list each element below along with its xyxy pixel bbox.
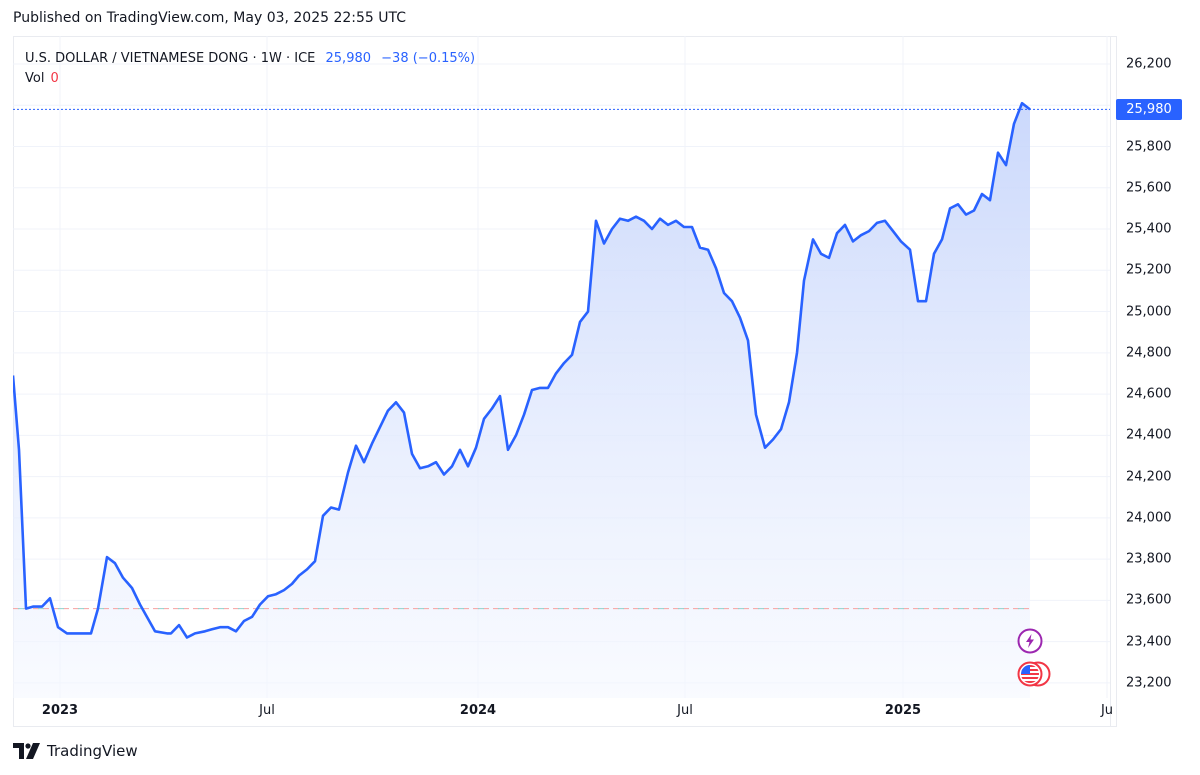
volume-value: 0 bbox=[50, 71, 59, 86]
price-axis-label: 23,600 bbox=[1126, 592, 1172, 608]
price-axis-label: 25,000 bbox=[1126, 304, 1172, 320]
tradingview-logo[interactable]: TradingView bbox=[13, 742, 138, 760]
price-axis-label: 23,800 bbox=[1126, 551, 1172, 567]
price-axis-label: 24,600 bbox=[1126, 386, 1172, 402]
time-axis-label: Jul bbox=[259, 703, 275, 718]
price-axis-label: 26,200 bbox=[1126, 56, 1172, 72]
price-line bbox=[13, 101, 1031, 639]
price-axis-label: 23,200 bbox=[1126, 675, 1172, 691]
symbol-title[interactable]: U.S. DOLLAR / VIETNAMESE DONG · 1W · ICE bbox=[25, 51, 316, 66]
price-axis-label: 24,800 bbox=[1126, 345, 1172, 361]
time-axis-label: Jul bbox=[677, 703, 693, 718]
price-axis-label: 25,400 bbox=[1126, 221, 1172, 237]
price-axis-label: 24,400 bbox=[1126, 427, 1172, 443]
time-axis-label: 2024 bbox=[459, 703, 497, 718]
price-axis-label: 25,600 bbox=[1126, 180, 1172, 196]
price-axis-label: 23,400 bbox=[1126, 634, 1172, 650]
time-axis-label: 2023 bbox=[41, 703, 79, 718]
price-chart[interactable] bbox=[13, 36, 1110, 698]
published-caption: Published on TradingView.com, May 03, 20… bbox=[13, 10, 407, 26]
price-axis[interactable] bbox=[1110, 36, 1118, 727]
price-axis-label: 24,000 bbox=[1126, 510, 1172, 526]
price-axis-label: 24,200 bbox=[1126, 469, 1172, 485]
time-axis-label: 2025 bbox=[884, 703, 922, 718]
lightning-event-icon[interactable] bbox=[1017, 628, 1043, 654]
price-axis-label: 25,200 bbox=[1126, 262, 1172, 278]
chart-plot-area[interactable] bbox=[13, 36, 1110, 698]
brand-name: TradingView bbox=[47, 742, 138, 760]
price-area-fill bbox=[13, 103, 1030, 698]
last-price-tag: 25,980 bbox=[1116, 98, 1182, 120]
tradingview-logo-icon bbox=[13, 743, 40, 759]
time-axis-label: Ju bbox=[1100, 703, 1114, 718]
chart-legend: U.S. DOLLAR / VIETNAMESE DONG · 1W · ICE… bbox=[25, 48, 475, 70]
volume-legend: Vol 0 bbox=[25, 70, 59, 88]
last-price: 25,980 bbox=[325, 51, 372, 66]
price-change: −38 (−0.15%) bbox=[381, 51, 476, 66]
volume-label: Vol bbox=[25, 71, 45, 86]
us-flag-event-icon[interactable] bbox=[1016, 660, 1054, 687]
price-axis-label: 25,800 bbox=[1126, 139, 1172, 155]
